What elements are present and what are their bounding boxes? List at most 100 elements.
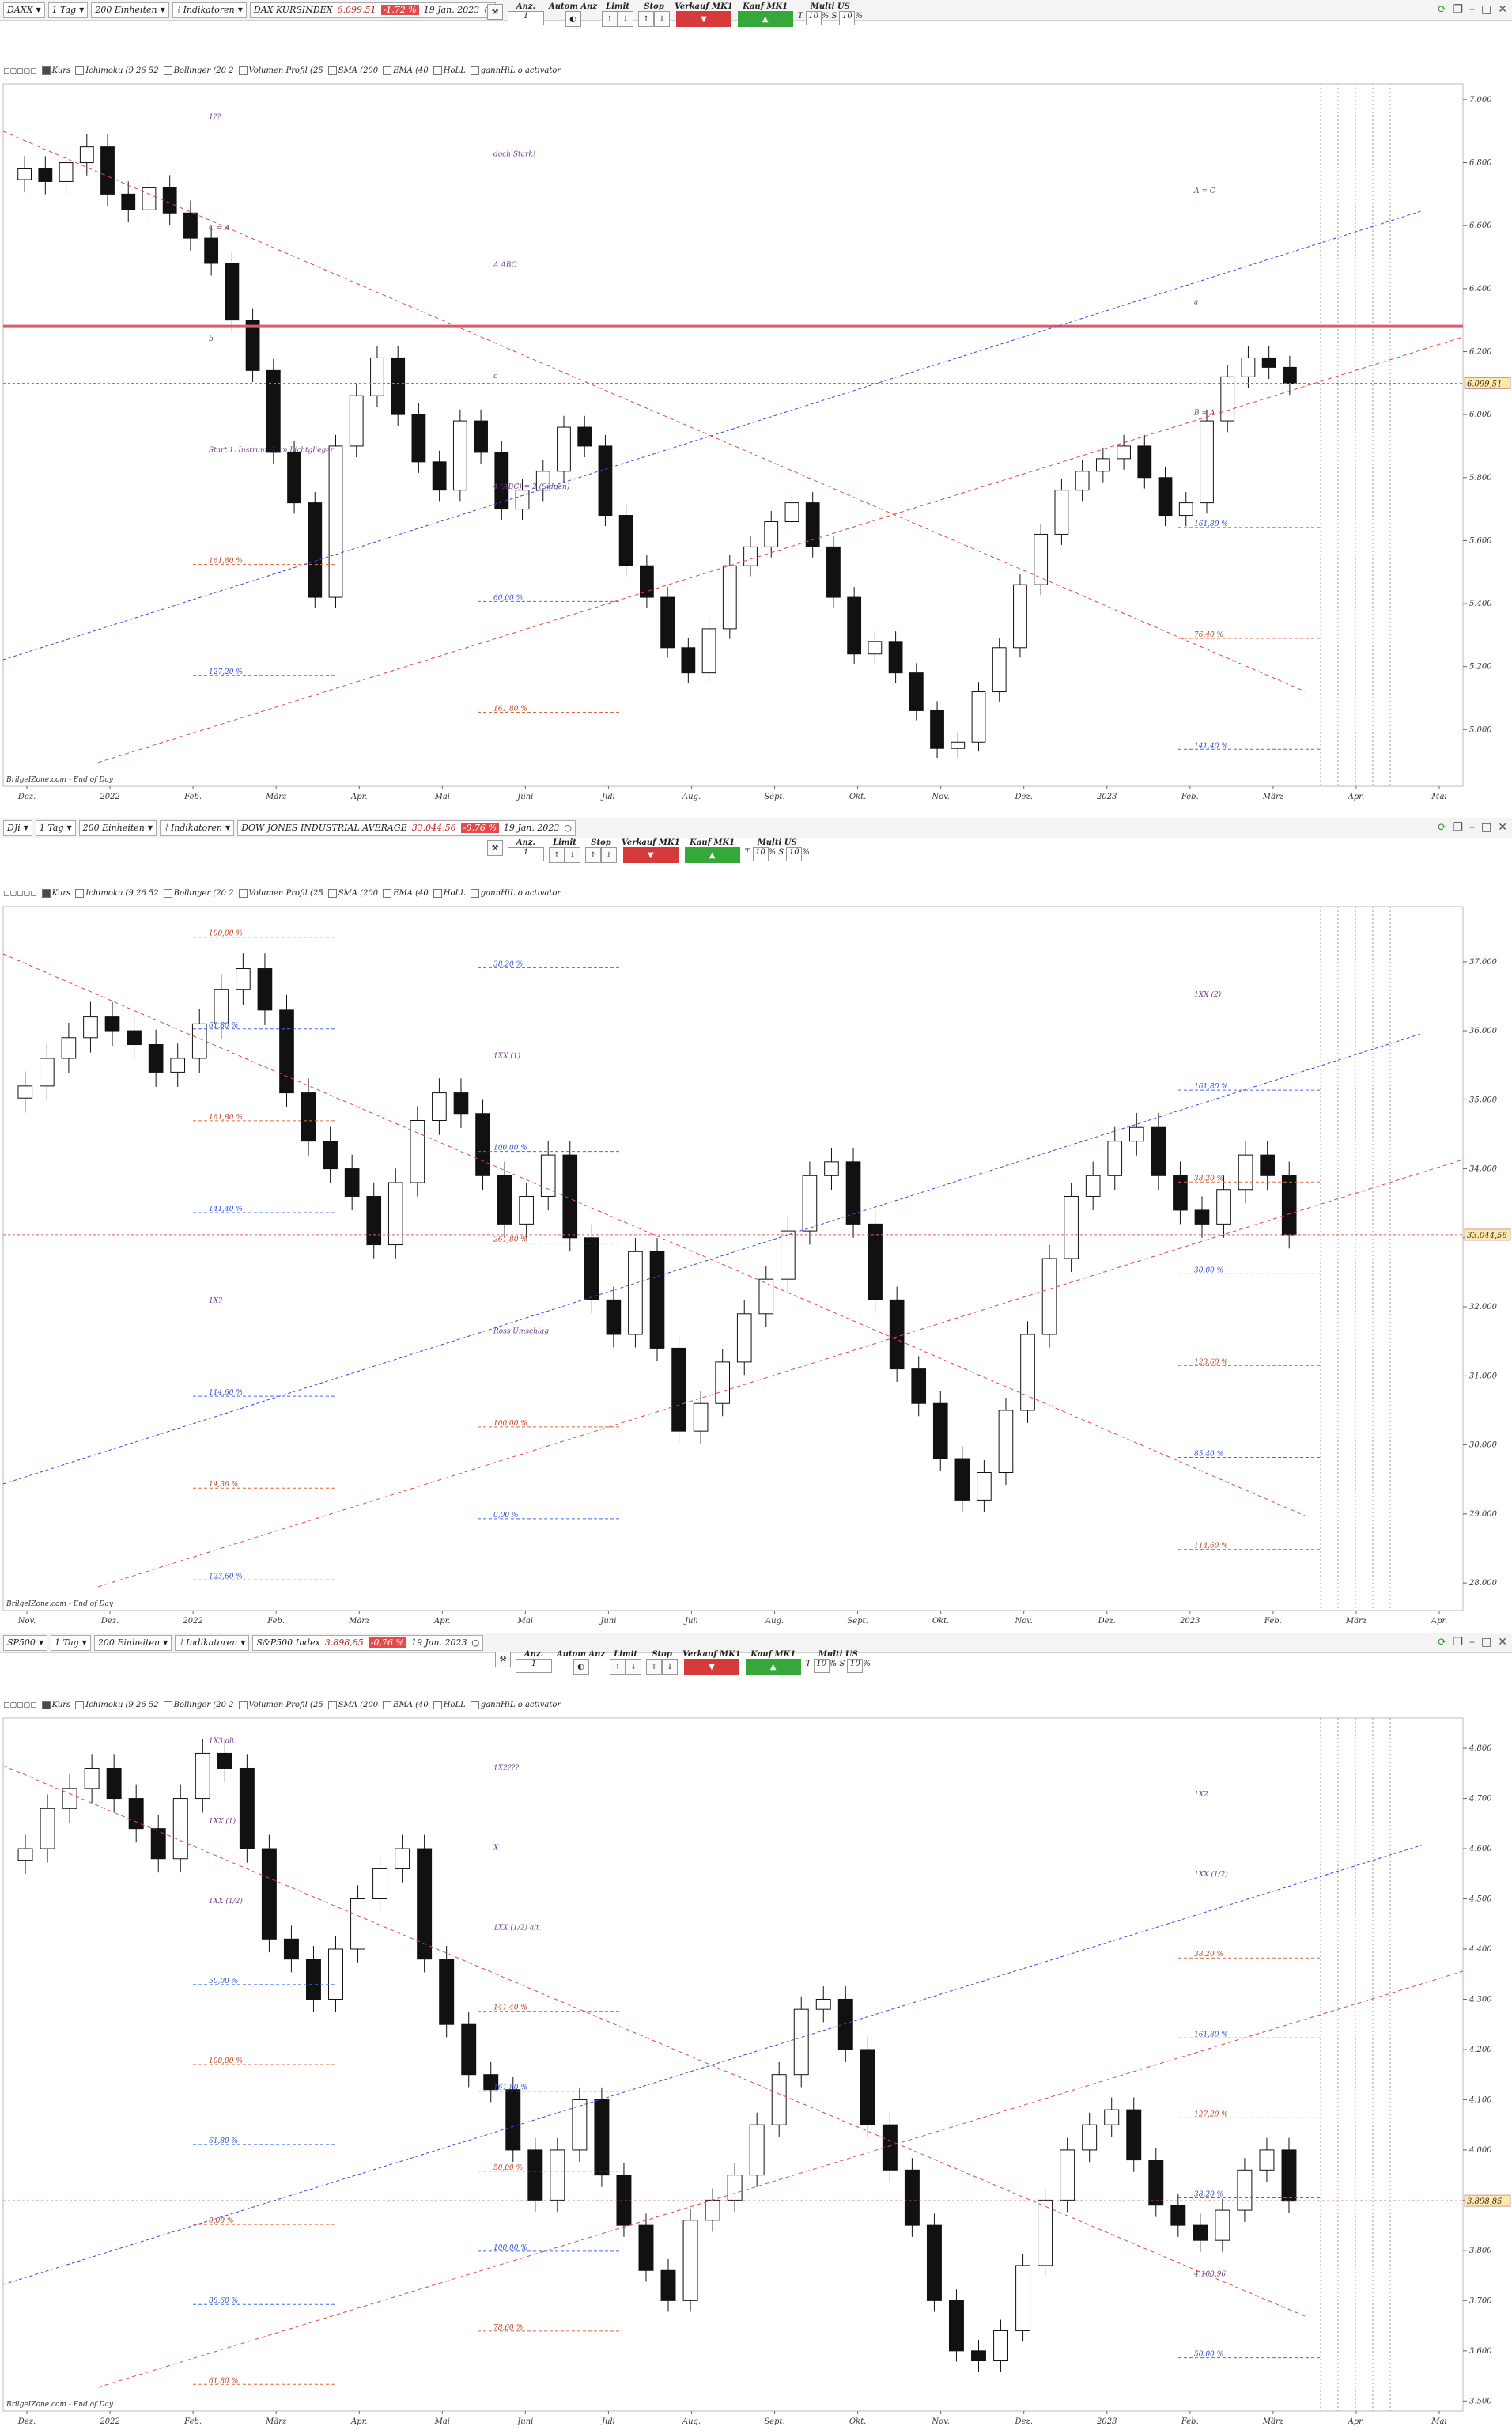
indicator-checkbox[interactable] — [383, 1700, 392, 1709]
indicator-toggle[interactable]: SMA (200 — [327, 888, 378, 898]
stop-sell-icon[interactable]: ↓ — [662, 1659, 679, 1675]
restore-icon[interactable]: ❐ — [1453, 821, 1464, 834]
stop-buy-icon[interactable]: ↑ — [638, 11, 655, 27]
indicator-toggle[interactable]: Volumen Profil (25 — [238, 1700, 323, 1709]
indicator-toggle[interactable]: gannHiL o activator — [470, 888, 561, 898]
indicator-toggle[interactable]: Ichimoku (9 26 52 — [75, 888, 159, 898]
copy-icon[interactable]: ▢ — [17, 1701, 24, 1709]
indicator-toggle[interactable]: SMA (200 — [327, 1700, 378, 1709]
indicator-toggle[interactable]: EMA (40 — [383, 66, 429, 75]
indicator-toggle[interactable]: gannHiL o activator — [470, 66, 561, 75]
indicator-toggle[interactable]: HoLL — [433, 66, 466, 75]
indicators-button[interactable]: ⌇ Indikatoren ▼ — [175, 1634, 250, 1651]
indicator-toggle[interactable]: Volumen Profil (25 — [238, 888, 323, 898]
s-input[interactable]: 10 — [839, 11, 856, 25]
zoom-icon[interactable]: ▢ — [30, 889, 37, 898]
buy-button[interactable]: ▲ — [737, 11, 793, 27]
indicators-button[interactable]: ⌇ Indikatoren ▼ — [160, 820, 235, 836]
indicator-checkbox[interactable] — [163, 888, 172, 898]
indicator-toggle[interactable]: Kurs — [41, 888, 70, 898]
tool-icon[interactable]: ⚒ — [487, 840, 503, 856]
sell-button[interactable]: ▼ — [675, 11, 731, 27]
indicator-toggle[interactable]: Bollinger (20 2 — [163, 66, 234, 75]
interval-select[interactable]: 1 Tag ▼ — [47, 2, 89, 18]
s-input[interactable]: 10 — [786, 847, 803, 861]
interval-select[interactable]: 1 Tag ▼ — [51, 1634, 91, 1651]
chart-icon[interactable]: ▢ — [23, 66, 31, 75]
qty-input[interactable]: 1 — [508, 847, 544, 861]
units-select[interactable]: 200 Einheiten ▼ — [78, 820, 157, 836]
autom-icon[interactable]: ◐ — [573, 1659, 589, 1675]
indicator-checkbox[interactable] — [327, 888, 337, 898]
limit-sell-icon[interactable]: ↓ — [565, 847, 580, 863]
t-input[interactable]: 10 — [752, 847, 769, 861]
units-select[interactable]: 200 Einheiten ▼ — [93, 1634, 172, 1651]
interval-select[interactable]: 1 Tag ▼ — [35, 820, 76, 836]
indicator-checkbox[interactable] — [327, 66, 337, 75]
indicator-toggle[interactable]: Kurs — [41, 66, 70, 75]
stop-sell-icon[interactable]: ↓ — [601, 847, 617, 863]
close-icon[interactable]: ✕ — [1498, 821, 1507, 834]
chart-area[interactable]: 4.800 4.700 4.600 4.500 4.400 4.300 4.200 4.100… — [0, 1713, 1512, 2434]
indicator-checkbox[interactable] — [433, 888, 442, 898]
indicator-checkbox[interactable] — [163, 66, 172, 75]
limit-sell-icon[interactable]: ↓ — [626, 1659, 642, 1675]
indicator-checkbox[interactable] — [75, 66, 85, 75]
maximize-icon[interactable]: □ — [1481, 1636, 1492, 1649]
zoom-icon[interactable]: ▢ — [30, 66, 37, 75]
indicator-toggle[interactable]: gannHiL o activator — [470, 1700, 561, 1709]
symbol-select[interactable]: DJi ▼ — [3, 820, 32, 836]
indicator-toggle[interactable]: Ichimoku (9 26 52 — [75, 66, 159, 75]
chart-area[interactable]: 37.00036.00035.00034.00033.00032.00031.0… — [0, 902, 1512, 1633]
minimize-icon[interactable]: – — [1469, 3, 1476, 16]
indicator-checkbox[interactable] — [383, 888, 392, 898]
indicator-checkbox[interactable] — [433, 1700, 442, 1709]
sell-button[interactable]: ▼ — [683, 1659, 739, 1675]
close-icon[interactable]: ✕ — [1498, 1636, 1507, 1649]
indicator-checkbox[interactable] — [75, 888, 85, 898]
symbol-select[interactable]: SP500 ▼ — [3, 1634, 48, 1651]
minimize-icon[interactable]: – — [1469, 821, 1476, 834]
sync-icon[interactable]: ⟳ — [1437, 1636, 1447, 1649]
stop-sell-icon[interactable]: ↓ — [654, 11, 671, 27]
buy-button[interactable]: ▲ — [745, 1659, 801, 1675]
plus-icon[interactable]: ▢ — [3, 1701, 10, 1709]
indicator-toggle[interactable]: EMA (40 — [383, 888, 429, 898]
copy-icon[interactable]: ▢ — [17, 889, 24, 898]
indicator-checkbox[interactable] — [41, 888, 51, 898]
indicator-checkbox[interactable] — [41, 66, 51, 75]
zoom-icon[interactable]: ▢ — [30, 1701, 37, 1709]
close-icon[interactable]: ✕ — [1498, 3, 1507, 16]
s-input[interactable]: 10 — [847, 1659, 864, 1673]
indicator-checkbox[interactable] — [75, 1700, 85, 1709]
stop-buy-icon[interactable]: ↑ — [646, 1659, 663, 1675]
sell-button[interactable]: ▼ — [622, 847, 679, 863]
candlestick-chart[interactable]: 37.00036.00035.00034.00033.00032.00031.0… — [0, 902, 1512, 1631]
restore-icon[interactable]: ❐ — [1453, 1636, 1464, 1649]
indicator-toggle[interactable]: Kurs — [41, 1700, 70, 1709]
indicator-checkbox[interactable] — [470, 66, 479, 75]
copy-icon[interactable]: ▢ — [17, 66, 24, 75]
indicator-toggle[interactable]: SMA (200 — [327, 66, 378, 75]
indicator-toggle[interactable]: Ichimoku (9 26 52 — [75, 1700, 159, 1709]
limit-buy-icon[interactable]: ↑ — [549, 847, 565, 863]
indicator-checkbox[interactable] — [470, 888, 479, 898]
indicator-checkbox[interactable] — [238, 66, 248, 75]
indicator-toggle[interactable]: HoLL — [433, 1700, 466, 1709]
settings-icon[interactable]: ▢ — [9, 889, 17, 898]
settings-icon[interactable]: ▢ — [9, 1701, 17, 1709]
indicator-toggle[interactable]: HoLL — [433, 888, 466, 898]
limit-buy-icon[interactable]: ↑ — [602, 11, 618, 27]
units-select[interactable]: 200 Einheiten ▼ — [91, 2, 169, 18]
indicator-checkbox[interactable] — [433, 66, 442, 75]
sync-icon[interactable]: ⟳ — [1437, 3, 1447, 16]
t-input[interactable]: 10 — [805, 11, 822, 25]
sync-icon[interactable]: ⟳ — [1437, 821, 1447, 834]
plus-icon[interactable]: ▢ — [3, 889, 10, 898]
minimize-icon[interactable]: – — [1469, 1636, 1476, 1649]
chart-icon[interactable]: ▢ — [23, 889, 31, 898]
chart-area[interactable]: 7.000 6.800 6.600 6.400 6.200 6.000 5.800 5.600… — [0, 79, 1512, 809]
indicator-checkbox[interactable] — [238, 1700, 248, 1709]
restore-icon[interactable]: ❐ — [1453, 3, 1464, 16]
qty-input[interactable]: 1 — [508, 11, 544, 25]
